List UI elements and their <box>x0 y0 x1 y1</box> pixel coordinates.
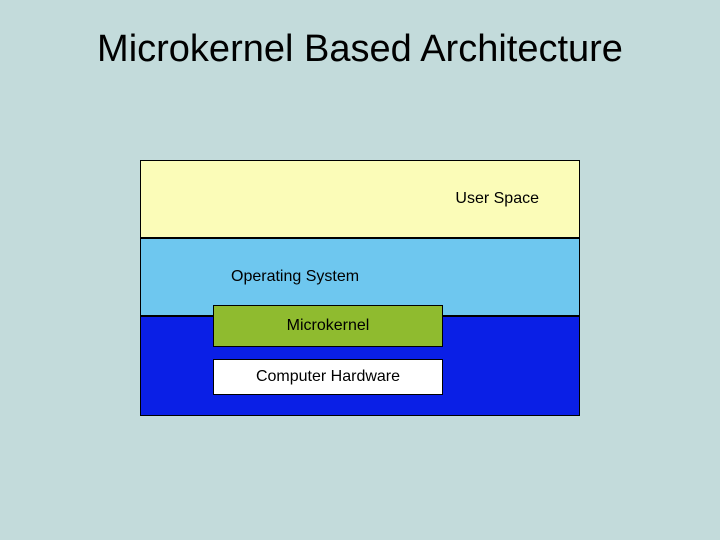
microkernel-label: Microkernel <box>287 317 370 335</box>
operating-system-label: Operating System <box>231 268 359 286</box>
layer-hardware: Microkernel Computer Hardware <box>140 316 580 416</box>
architecture-diagram: User Space Operating System Microkernel … <box>140 160 580 416</box>
layer-user-space: User Space <box>140 160 580 238</box>
page-title: Microkernel Based Architecture <box>0 28 720 71</box>
hardware-label-box: Computer Hardware <box>213 359 443 395</box>
hardware-label: Computer Hardware <box>256 368 400 386</box>
microkernel-box: Microkernel <box>213 305 443 347</box>
user-space-label: User Space <box>455 190 539 208</box>
